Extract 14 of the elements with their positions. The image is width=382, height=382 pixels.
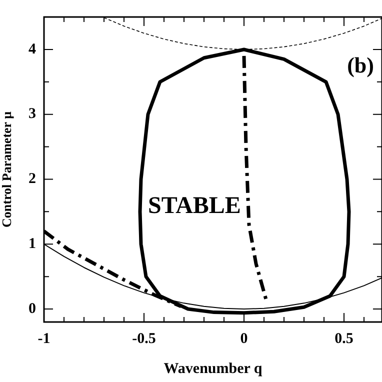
x-tick-label: -1	[38, 330, 50, 347]
x-axis-title: Wavenumber q	[164, 360, 263, 377]
x-tick-label: 0	[240, 330, 248, 347]
x-tick-label: -0.5	[132, 330, 156, 347]
y-tick-label: 4	[28, 41, 36, 58]
y-axis-title: Control Parameter μ	[0, 110, 14, 228]
annotation: (b)	[347, 52, 374, 78]
y-tick-label: 1	[28, 236, 36, 252]
y-tick-label: 3	[28, 106, 36, 122]
y-tick-label: 0	[28, 300, 36, 317]
annotation: STABLE	[148, 193, 241, 220]
y-tick-label: 2	[28, 171, 36, 188]
line-series	[242, 54, 268, 302]
x-tick-label: 0.5	[334, 330, 354, 347]
